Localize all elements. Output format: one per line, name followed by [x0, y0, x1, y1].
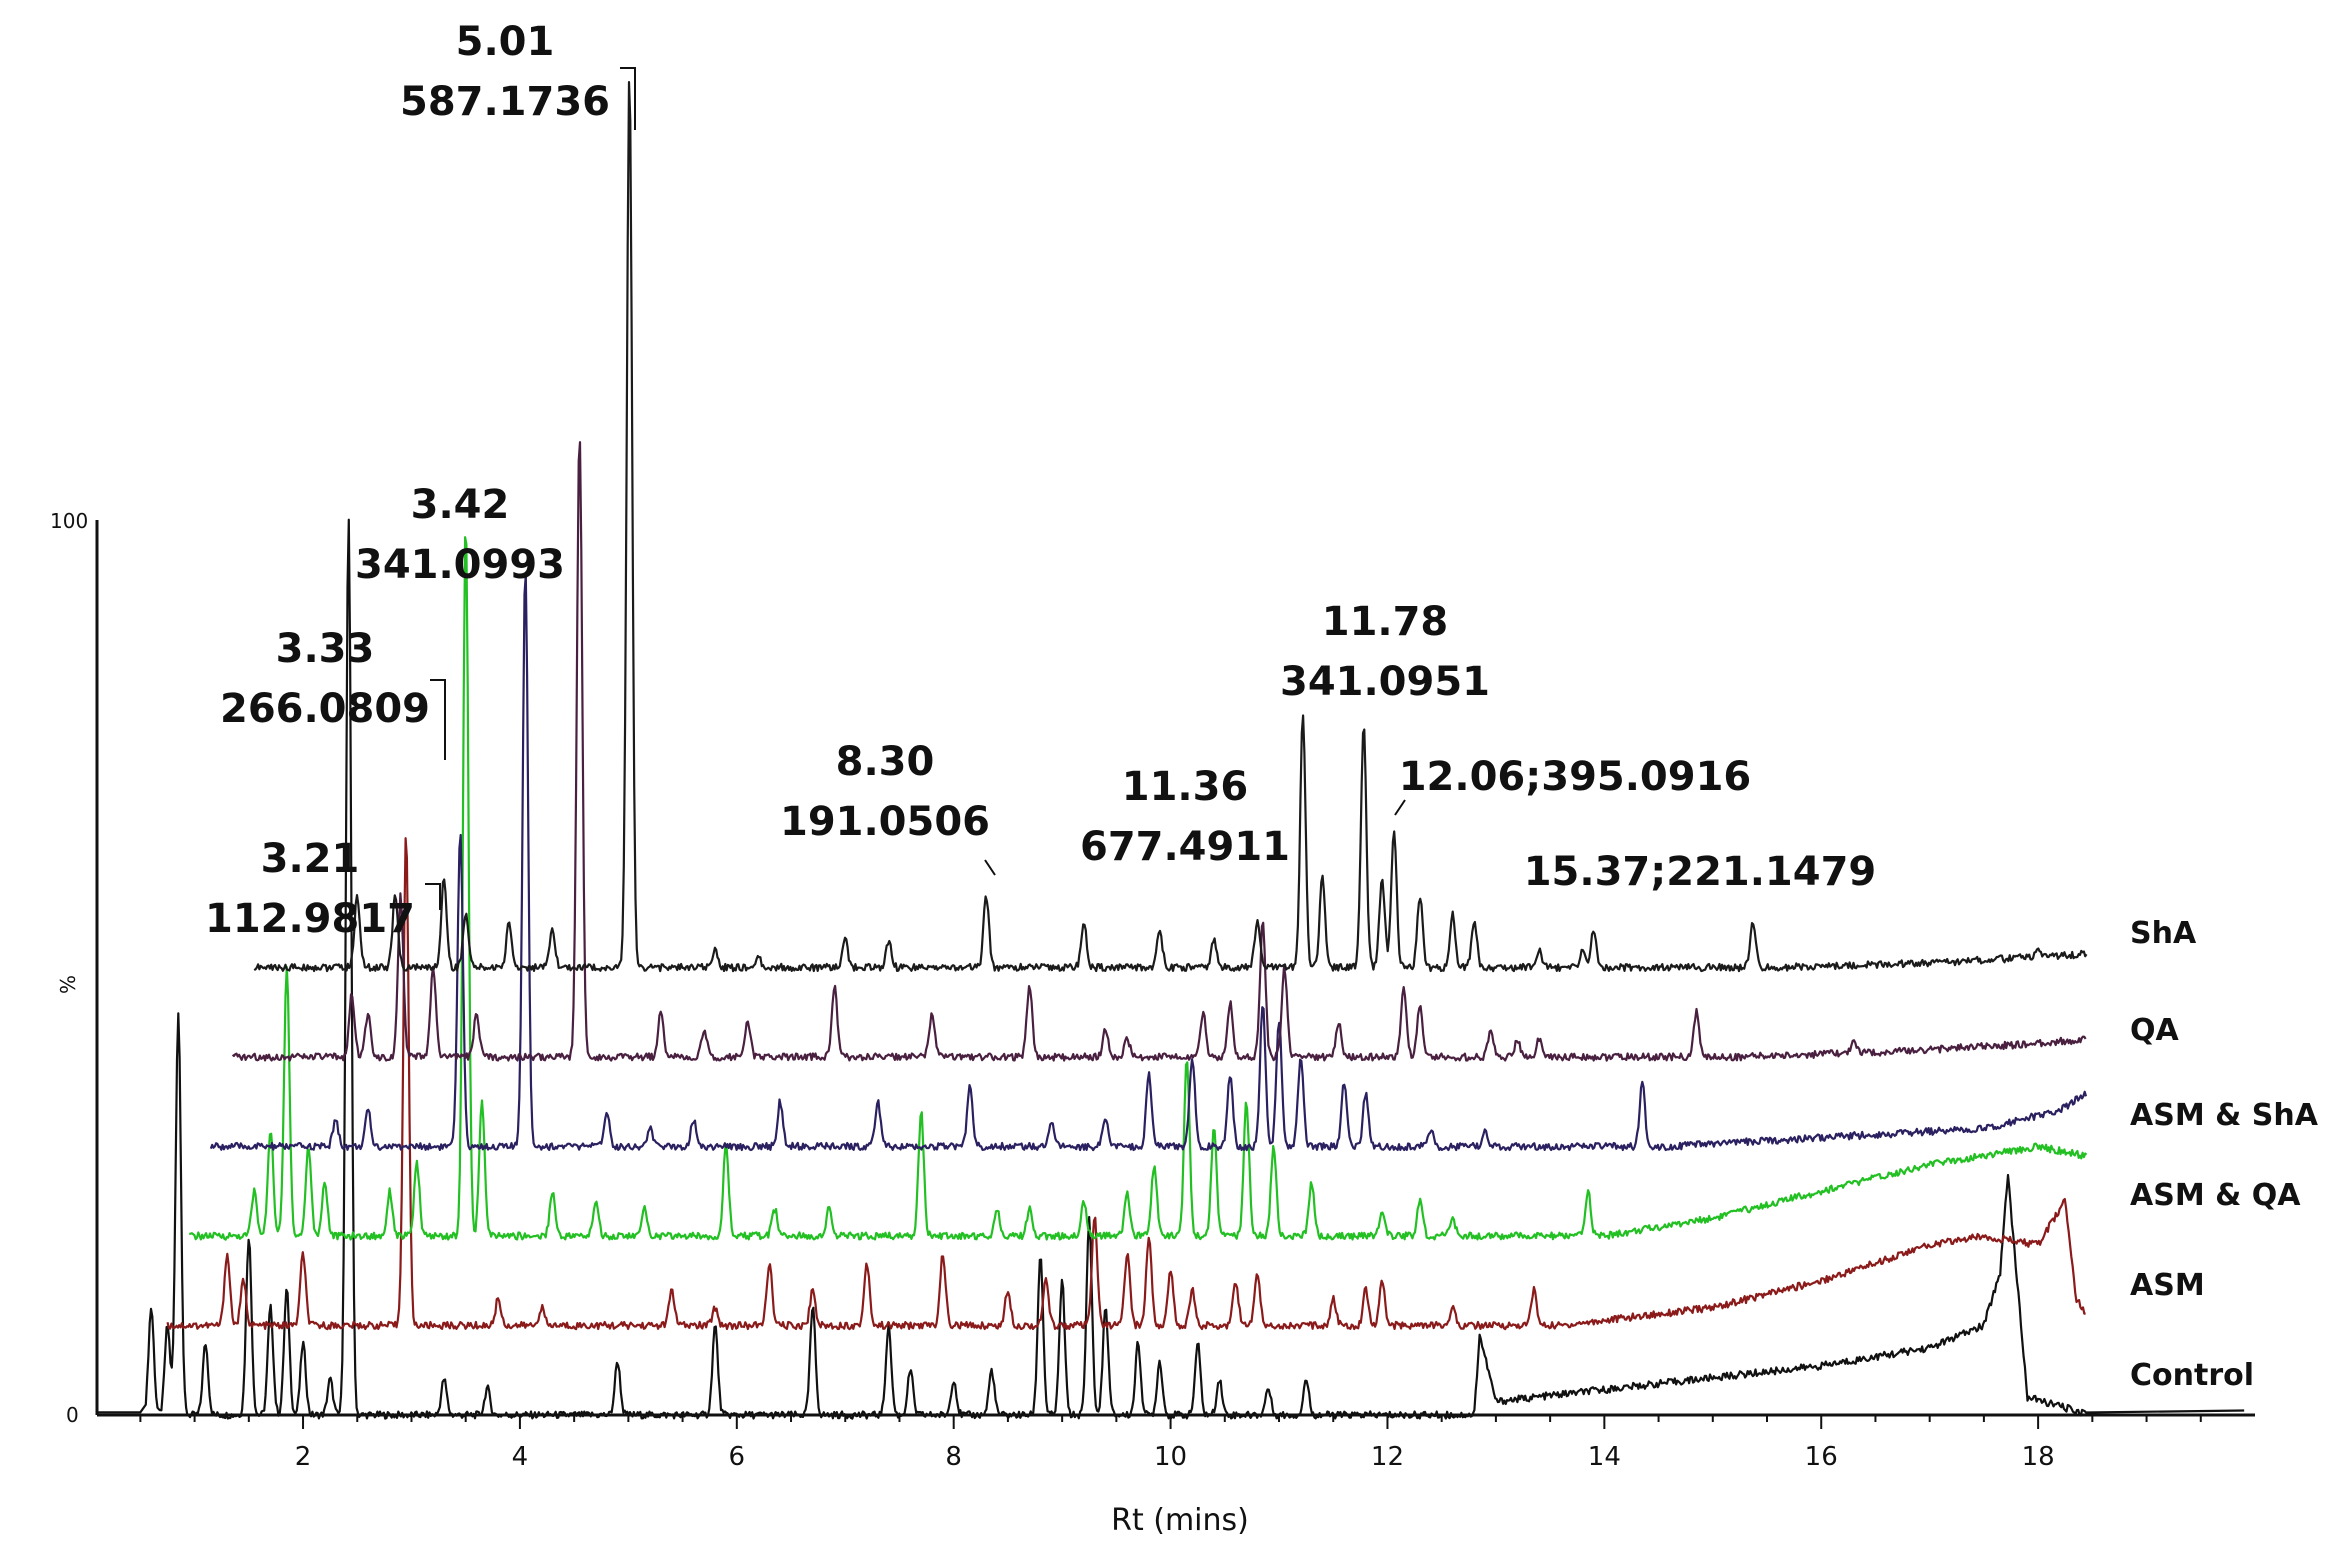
axes: 100 0 % Rt (mins): [50, 509, 2255, 1538]
peak-annotation-mz: 266.0809: [220, 686, 430, 732]
y-tick-label-100: 100: [50, 509, 88, 533]
legend-label: ASM & ShA: [2130, 1098, 2319, 1133]
legend-label: ASM & QA: [2130, 1178, 2301, 1213]
x-tick-label: 8: [945, 1442, 962, 1472]
annotations: 5.01 587.1736 3.42 341.0993 3.33 266.0809 3.21…: [205, 19, 1876, 942]
trace-asm-sha: [209, 573, 2088, 1152]
legend-label: QA: [2130, 1013, 2180, 1048]
peak-annotation-mz: 341.0993: [355, 542, 565, 588]
x-ticks: 2 4 6 8 10 12 14 16 18: [139, 1415, 2202, 1472]
y-axis-title: %: [55, 975, 79, 994]
annotation-leader: [620, 67, 636, 130]
peak-annotation-mz: 677.4911: [1080, 824, 1290, 870]
trace-control: [97, 518, 2245, 1420]
x-tick-label: 2: [295, 1442, 312, 1472]
traces: [97, 81, 2245, 1420]
peak-annotation-rt: 5.01: [456, 19, 555, 65]
legend-label: ASM: [2130, 1268, 2205, 1303]
peak-annotation-mz: 112.9817: [205, 896, 415, 942]
x-axis-title: Rt (mins): [1111, 1503, 1249, 1538]
legend-label: Control: [2130, 1358, 2254, 1393]
peak-annotation-rt: 8.30: [836, 739, 935, 785]
x-tick-label: 4: [512, 1442, 529, 1472]
x-tick-label: 16: [1805, 1442, 1838, 1472]
x-tick-label: 12: [1371, 1442, 1404, 1472]
x-tick-label: 6: [729, 1442, 746, 1472]
peak-annotation-rt: 3.33: [276, 626, 375, 672]
legend-label: ShA: [2130, 916, 2197, 951]
peak-annotation-rt: 15.37;221.1479: [1524, 849, 1877, 895]
x-tick-label: 18: [2022, 1442, 2055, 1472]
trace-qa: [231, 441, 2087, 1062]
peak-annotation-rt: 3.42: [411, 482, 510, 528]
annotation-leader: [984, 859, 996, 876]
peak-annotation-rt: 12.06;395.0916: [1399, 754, 1752, 800]
legend: Control ASM ASM & QA ASM & ShA QA ShA: [2130, 916, 2319, 1393]
annotation-leader: [430, 679, 446, 760]
trace-sha: [253, 81, 2088, 973]
peak-annotation-rt: 3.21: [261, 836, 360, 882]
peak-annotation-mz: 191.0506: [780, 799, 990, 845]
y-tick-label-0: 0: [66, 1403, 79, 1427]
trace-asm-qa: [189, 536, 2088, 1241]
peak-annotation-rt: 11.36: [1122, 764, 1249, 810]
x-tick-label: 10: [1154, 1442, 1187, 1472]
annotation-leader: [425, 883, 441, 910]
peak-annotation-mz: 341.0951: [1280, 659, 1490, 705]
peak-annotation-rt: 11.78: [1322, 599, 1449, 645]
x-tick-label: 14: [1588, 1442, 1621, 1472]
peak-annotation-mz: 587.1736: [400, 79, 610, 125]
annotation-leader: [1394, 799, 1406, 816]
trace-asm: [166, 837, 2086, 1331]
